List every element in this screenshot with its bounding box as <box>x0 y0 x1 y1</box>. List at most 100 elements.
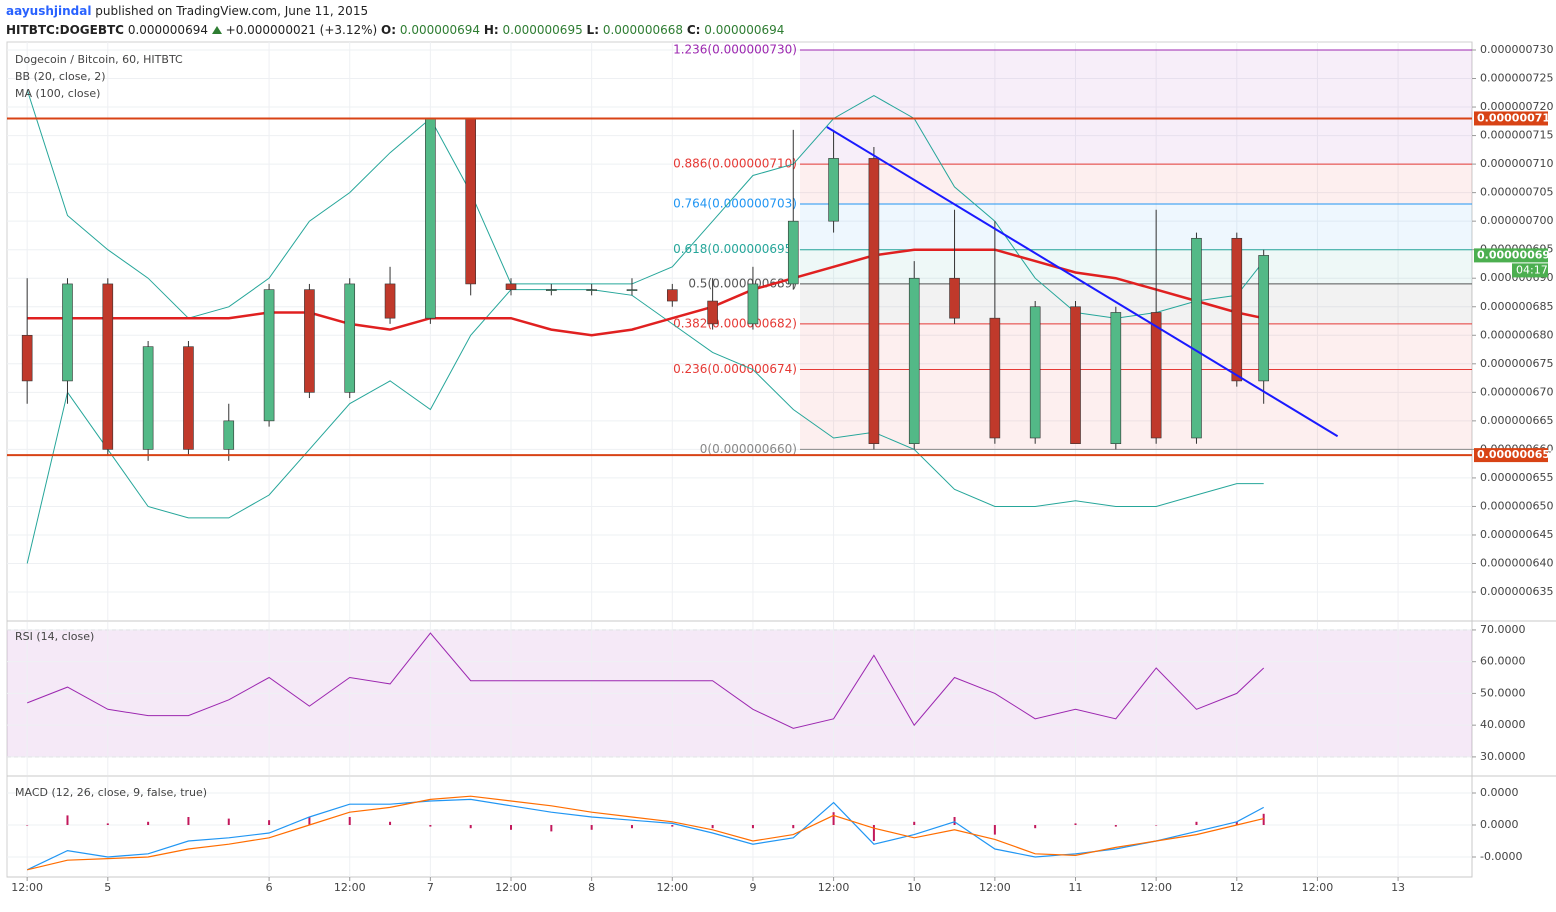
x-tick-label: 6 <box>266 881 273 894</box>
y-tick-label: 50.0000 <box>1480 686 1526 699</box>
candle-body <box>505 283 517 290</box>
histogram-bar <box>106 823 109 825</box>
candle-body <box>1070 306 1081 444</box>
x-tick-label: 12:00 <box>1302 881 1334 894</box>
up-arrow <box>211 26 222 34</box>
histogram-bar <box>1155 825 1158 826</box>
series-line <box>26 89 1265 319</box>
histogram-bar <box>671 825 674 827</box>
histogram-bar <box>389 821 392 825</box>
histogram-bar <box>872 825 875 841</box>
countdown-tag <box>1512 263 1548 278</box>
y-tick-label: 70.0000 <box>1480 623 1526 636</box>
header: aayushjindal published on TradingView.co… <box>6 2 784 40</box>
y-tick-label: 0.000000730 <box>1480 43 1553 56</box>
fib-label: 0.886(0.000000710) <box>673 157 797 171</box>
candle-body <box>465 118 476 285</box>
x-tick-label: 12:00 <box>495 881 527 894</box>
panel-title: MACD (12, 26, close, 9, false, true) <box>15 786 207 799</box>
trend-line <box>826 126 1339 438</box>
header-line: aayushjindal published on TradingView.co… <box>6 2 784 21</box>
candle-body <box>1110 312 1122 444</box>
fib-label: 0.764(0.000000703) <box>673 197 797 211</box>
fib-label: 1.236(0.000000730) <box>673 42 797 56</box>
histogram-bar <box>1074 823 1077 825</box>
x-tick-label: 12:00 <box>656 881 688 894</box>
candle-body <box>344 283 356 393</box>
x-tick-label: 12:00 <box>11 881 43 894</box>
histogram-bar <box>913 821 916 825</box>
panel-title: RSI (14, close) <box>15 630 94 643</box>
y-tick-label: 0.000000680 <box>1480 328 1553 341</box>
y-tick-label: 0.000000635 <box>1480 585 1553 598</box>
histogram-bar <box>993 825 996 835</box>
header-line: HITBTC:DOGEBTC 0.000000694 +0.000000021 … <box>6 21 784 40</box>
symbol: HITBTC:DOGEBTC <box>6 23 124 37</box>
legend-entry: MA (100, close) <box>15 87 100 100</box>
price-tag-label: 0.000000718 <box>1477 111 1556 124</box>
author[interactable]: aayushjindal <box>6 4 92 18</box>
candle-body <box>908 277 920 444</box>
histogram-bar <box>308 817 311 825</box>
countdown-label: 04:17 <box>1516 263 1548 276</box>
ohlc-value: 0.000000668 <box>602 23 683 37</box>
last-price-tag <box>1474 248 1548 263</box>
price-tag-label: 0.000000659 <box>1477 448 1556 461</box>
fib-label: 0.5(0.000000689) <box>688 276 797 290</box>
y-tick-label: 0.000000655 <box>1480 471 1553 484</box>
series-line <box>27 248 1264 337</box>
y-tick-label: 0.000000645 <box>1480 528 1553 541</box>
x-tick-label: 10 <box>907 881 921 894</box>
histogram-bar <box>147 821 150 825</box>
candle-body <box>828 158 839 222</box>
y-tick-label: 30.0000 <box>1480 750 1526 763</box>
x-tick-label: 9 <box>749 881 756 894</box>
ohlc-value: 0.000000694 <box>704 23 785 37</box>
x-tick-label: 12:00 <box>818 881 850 894</box>
candle-body <box>868 158 880 444</box>
candle-body <box>747 283 759 325</box>
fib-zone <box>799 283 1472 324</box>
x-tick-label: 13 <box>1391 881 1405 894</box>
candle-body <box>787 220 799 285</box>
candle-body <box>1150 312 1162 439</box>
y-tick-label: 0.0000 <box>1480 786 1519 799</box>
series-line <box>27 632 1265 729</box>
x-tick-label: 12 <box>1230 881 1244 894</box>
histogram-bar <box>630 825 633 829</box>
candle-body <box>1191 237 1202 439</box>
histogram-bar <box>469 825 472 829</box>
histogram-bar <box>792 825 795 829</box>
histogram-bar <box>1195 821 1198 825</box>
histogram-bar <box>550 825 553 832</box>
histogram-bar <box>751 825 754 829</box>
candle-body <box>586 289 597 291</box>
candle-body <box>949 277 960 319</box>
candle-body <box>1029 306 1041 439</box>
y-tick-label: 40.0000 <box>1480 718 1526 731</box>
fib-zone <box>799 249 1472 284</box>
last-price: 0.000000694 <box>127 23 208 37</box>
change: +0.000000021 (+3.12%) <box>225 23 378 37</box>
histogram-bar <box>1034 825 1037 829</box>
histogram-bar <box>1114 825 1117 827</box>
ohlc-value: 0.000000695 <box>502 23 583 37</box>
y-tick-label: 0.000000685 <box>1480 300 1553 313</box>
plot-layer: 1.236(0.000000730) 0.886(0.000000710) 0.76… <box>7 42 1472 877</box>
published: published on TradingView.com, June 11, 2… <box>95 4 369 18</box>
legend-entry: BB (20, close, 2) <box>15 70 106 83</box>
fib-zone <box>799 323 1472 370</box>
fib-zone <box>799 204 1472 250</box>
y-tick-label: 0.000000705 <box>1480 186 1553 199</box>
x-tick-label: 5 <box>104 881 111 894</box>
y-tick-label: 0.000000670 <box>1480 385 1553 398</box>
x-tick-label: 8 <box>588 881 595 894</box>
y-tick-label: 60.0000 <box>1480 655 1526 668</box>
candle-body <box>62 283 73 382</box>
histogram-bar <box>66 815 69 825</box>
ohlc-label: O: <box>381 23 397 37</box>
y-tick-label: 0.000000715 <box>1480 129 1553 142</box>
panel-title: Dogecoin / Bitcoin, 60, HITBTC <box>15 53 183 66</box>
